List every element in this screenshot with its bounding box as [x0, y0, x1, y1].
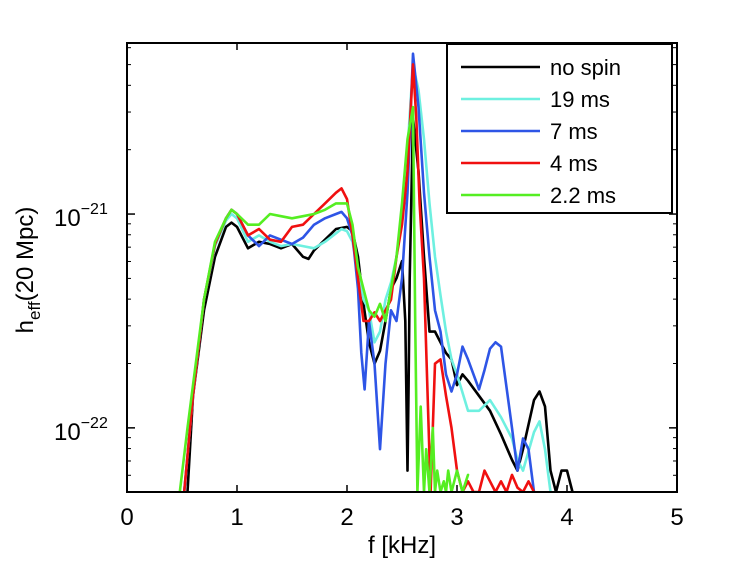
- x-tick-label: 1: [230, 504, 243, 531]
- legend-label: 7 ms: [550, 119, 598, 144]
- legend-entries: no spin 19 ms 7 ms 4 ms 2.2 ms: [461, 55, 621, 208]
- y-axis-title-rest: (20 Mpc): [12, 207, 39, 302]
- y-tick-exponent: −22: [81, 415, 108, 432]
- x-tick-label: 2: [340, 504, 353, 531]
- legend-label: no spin: [550, 55, 621, 80]
- legend-label: 2.2 ms: [550, 183, 616, 208]
- x-tick-label: 0: [120, 504, 133, 531]
- x-tick-label: 4: [560, 504, 573, 531]
- y-tick-base: 10: [54, 205, 81, 232]
- series-line-4: [178, 105, 470, 492]
- x-tick-label: 3: [450, 504, 463, 531]
- series-line-1: [182, 63, 552, 492]
- y-axis-title-subscript: eff: [25, 301, 44, 320]
- series-line-2: [182, 52, 536, 492]
- legend: no spin 19 ms 7 ms 4 ms 2.2 ms: [446, 43, 673, 214]
- legend-box: [446, 43, 673, 214]
- legend-label: 19 ms: [550, 87, 610, 112]
- y-axis-title-main: h: [12, 320, 39, 333]
- series-layer: [178, 52, 574, 492]
- y-tick-base: 10: [54, 419, 81, 446]
- y-axis-title: heff(20 Mpc): [12, 207, 44, 334]
- x-tick-label: 5: [670, 504, 683, 531]
- y-tick-label: 10−22: [54, 415, 108, 446]
- y-tick-label: 10−21: [54, 201, 108, 232]
- plot-frame: [126, 42, 678, 493]
- x-axis-title: f [kHz]: [368, 532, 436, 559]
- y-tick-exponent: −21: [81, 201, 108, 218]
- legend-label: 4 ms: [550, 151, 598, 176]
